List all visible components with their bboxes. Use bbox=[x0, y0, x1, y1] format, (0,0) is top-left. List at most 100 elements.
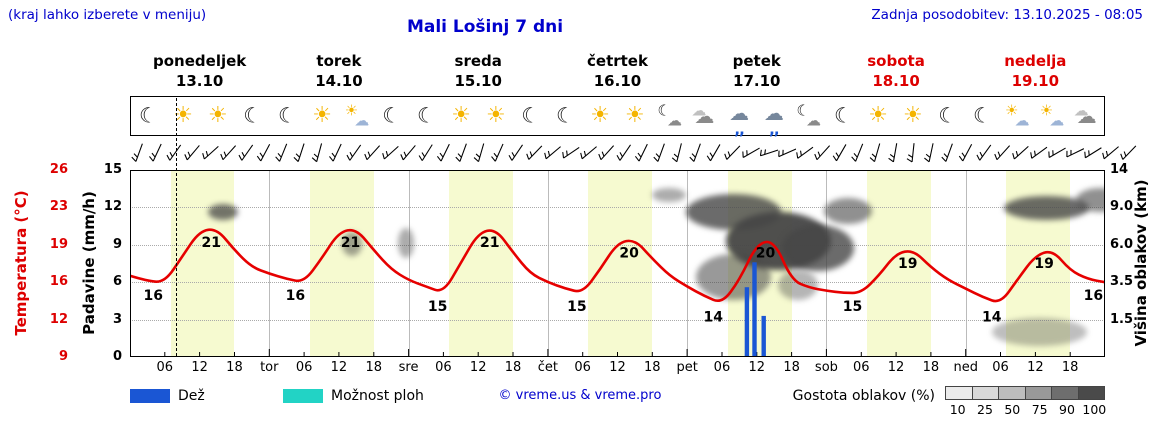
density-swatch bbox=[1025, 387, 1052, 399]
temperature-curve bbox=[130, 228, 1105, 303]
moon-icon: ☾ bbox=[548, 97, 583, 135]
sun-icon: ☀ bbox=[305, 97, 340, 135]
cloud-density-blob bbox=[782, 225, 854, 271]
x-axis-label: 18 bbox=[1061, 360, 1079, 375]
cloud-glyph: ☁ bbox=[729, 100, 750, 125]
day-name-label: petek bbox=[732, 52, 781, 70]
moon-icon: ☾ bbox=[131, 97, 166, 135]
day-header-petek: petek 17.10 bbox=[687, 51, 826, 93]
showers-legend-swatch bbox=[283, 389, 323, 403]
daytime-band bbox=[309, 170, 374, 357]
wind-barb-icon bbox=[256, 140, 274, 166]
wind-barb-icon bbox=[274, 140, 292, 166]
rain-bar bbox=[761, 315, 766, 356]
temp-tick-label: 23 bbox=[49, 199, 68, 215]
wind-barb-icon bbox=[778, 140, 796, 166]
showers-legend-label: Možnost ploh bbox=[331, 388, 424, 404]
wind-barb-icon bbox=[364, 140, 382, 166]
day-date-label: 19.10 bbox=[1011, 72, 1060, 90]
moon-glyph: ☾ bbox=[657, 101, 671, 120]
x-axis-label: 12 bbox=[748, 360, 766, 375]
temperature-value-label: 16 bbox=[1084, 288, 1103, 304]
moon-glyph: ☾ bbox=[938, 103, 958, 128]
cloud-moon-icon: ☾ ☁ bbox=[652, 97, 687, 135]
moon-glyph: ☾ bbox=[416, 103, 436, 128]
density-value-label: 25 bbox=[977, 402, 993, 417]
x-axis-label: 18 bbox=[922, 360, 940, 375]
density-value-label: 75 bbox=[1031, 402, 1048, 417]
cloud-glyph: ☁ bbox=[354, 111, 370, 130]
wind-barb-icon bbox=[922, 140, 940, 166]
sun-icon: ☀ bbox=[444, 97, 479, 135]
wind-barb-icon bbox=[976, 140, 994, 166]
moon-glyph: ☾ bbox=[243, 103, 263, 128]
moon-glyph: ☾ bbox=[138, 103, 158, 128]
rain-drops-glyph: ,, bbox=[734, 120, 744, 139]
wind-barb-icon bbox=[328, 140, 346, 166]
plot-border bbox=[130, 170, 1105, 357]
rain-icon: ☁,, bbox=[757, 97, 792, 137]
temperature-value-label: 15 bbox=[428, 299, 447, 315]
x-axis-label: 06 bbox=[435, 360, 452, 375]
copyright-link[interactable]: © vreme.us & vreme.pro bbox=[498, 388, 662, 403]
wind-barb-icon bbox=[454, 140, 472, 166]
day-headers-row: ponedeljek 13.10 torek 14.10 sreda 15.10 četrt… bbox=[130, 51, 1105, 93]
x-axis-label: pet bbox=[676, 360, 698, 375]
wind-barb-icon bbox=[1030, 140, 1048, 166]
x-axis-label: 12 bbox=[191, 360, 208, 375]
wind-barb-icon bbox=[760, 140, 778, 166]
wind-barb-icon bbox=[526, 140, 544, 166]
temp-axis-title: Temperatura (°C) bbox=[12, 190, 30, 336]
x-axis-label: 12 bbox=[1027, 360, 1044, 375]
x-axis-label: 18 bbox=[226, 360, 243, 375]
wind-barb-icon bbox=[940, 140, 958, 166]
wind-barb-icon bbox=[436, 140, 454, 166]
density-value-label: 50 bbox=[1004, 402, 1021, 417]
wind-barb-icon bbox=[634, 140, 652, 166]
temp-tick-label: 9 bbox=[58, 349, 68, 364]
x-axis-labels: 06 12 18 tor 06 12 18 sre 06 12 18 čet 06 12 18 pet 06 12… bbox=[130, 360, 1105, 376]
chart-svg: 16 21 16 21 15 21 15 20 14 20 15 19 14 19 16 bbox=[130, 170, 1105, 357]
cloud-density-blob bbox=[824, 198, 872, 224]
wind-barb-icon bbox=[652, 140, 670, 166]
wind-barb-icon bbox=[580, 140, 598, 166]
moon-icon: ☾ bbox=[930, 97, 965, 135]
day-name-label: četrtek bbox=[587, 52, 648, 70]
precip-tick-label: 0 bbox=[112, 349, 122, 364]
moon-glyph: ☾ bbox=[796, 101, 810, 120]
wind-barb-icon bbox=[310, 140, 328, 166]
precip-tick-label: 6 bbox=[112, 274, 122, 290]
temp-tick-label: 16 bbox=[49, 274, 68, 290]
temperature-value-label: 19 bbox=[898, 256, 917, 272]
cloud-tick-label: 14 bbox=[1110, 162, 1129, 177]
wind-barb-icon bbox=[562, 140, 580, 166]
cloud-glyph: ☁ bbox=[1073, 101, 1089, 120]
moon-glyph: ☾ bbox=[833, 103, 853, 128]
sun-icon: ☀ bbox=[618, 97, 653, 135]
wind-barb-icon bbox=[148, 140, 166, 166]
temperature-value-label: 15 bbox=[843, 299, 862, 315]
wind-barb-icon bbox=[1012, 140, 1030, 166]
temp-tick-label: 12 bbox=[49, 311, 68, 327]
day-header-sreda: sreda 15.10 bbox=[409, 51, 548, 93]
moon-glyph: ☾ bbox=[382, 103, 402, 128]
precip-tick-label: 12 bbox=[103, 199, 122, 215]
wind-barb-icon bbox=[1048, 140, 1066, 166]
partly-icon: ☀ ☁ bbox=[340, 97, 375, 135]
sun-glyph: ☀ bbox=[625, 103, 645, 128]
wind-barb-icon bbox=[490, 140, 508, 166]
day-boundary-gridline bbox=[687, 170, 689, 357]
day-boundary-gridline bbox=[965, 170, 967, 357]
rain-icon: ☁,, bbox=[722, 97, 757, 139]
sun-glyph: ☀ bbox=[451, 103, 471, 128]
sun-icon: ☀ bbox=[896, 97, 931, 135]
temp-tick-label: 19 bbox=[49, 236, 68, 252]
day-header-torek: torek 14.10 bbox=[269, 51, 408, 93]
cloud-density-blob bbox=[652, 188, 686, 202]
wind-barb-icon bbox=[1120, 140, 1138, 166]
x-axis-label: čet bbox=[537, 360, 558, 375]
moon-icon: ☾ bbox=[826, 97, 861, 135]
wind-barb-icon bbox=[508, 140, 526, 166]
moon-icon: ☾ bbox=[513, 97, 548, 135]
wind-barb-icon bbox=[1084, 140, 1102, 166]
